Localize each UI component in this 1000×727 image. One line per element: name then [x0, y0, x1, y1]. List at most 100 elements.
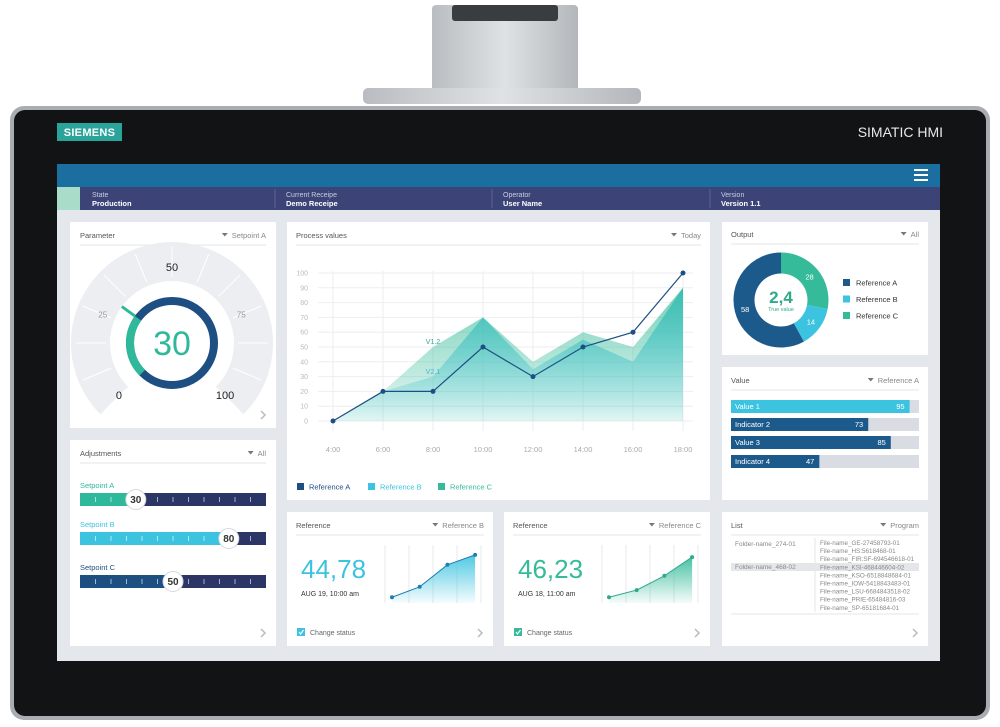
- y-tick-label: 90: [300, 285, 308, 292]
- donut-slice: [733, 252, 804, 348]
- gauge-tick: [83, 367, 112, 381]
- file-item: File-name_IOW-5418843483-01: [820, 581, 911, 588]
- point: [580, 344, 586, 350]
- top-bar: [57, 164, 940, 187]
- gauge-tick: [103, 274, 126, 297]
- bar-label: Indicator 4: [735, 457, 770, 466]
- slider-label: Setpoint C: [80, 563, 116, 572]
- gauge-tick: [232, 367, 261, 381]
- bar-value: 85: [877, 438, 885, 447]
- file-item: File-name_FIR:SF-694546618-01: [820, 556, 915, 563]
- panel-filter: Program: [890, 521, 919, 530]
- y-tick-label: 50: [300, 345, 308, 352]
- filter-dropdown[interactable]: [867, 378, 874, 382]
- bar: [731, 455, 820, 468]
- brand: SIEMENS: [64, 127, 116, 139]
- file-item: File-name_GE-27458793-01: [820, 540, 900, 547]
- point: [530, 374, 536, 380]
- panel-filter: Reference C: [659, 521, 702, 530]
- x-tick-label: 10:00: [474, 445, 493, 454]
- gauge-value-arc: [126, 315, 146, 376]
- gauge-tick-label: 50: [166, 262, 178, 274]
- panel-title: Reference: [513, 521, 548, 530]
- file-item: File-name_SP-65181684-01: [820, 605, 900, 612]
- header-value: Demo Receipe: [286, 199, 338, 208]
- file-item: File-name_KSO-6518848684-01: [820, 572, 912, 579]
- value-panel: [722, 367, 928, 500]
- status-label: Change status: [310, 630, 356, 637]
- status-label: Change status: [527, 630, 573, 637]
- filter-dropdown[interactable]: [648, 523, 655, 527]
- slider-knob[interactable]: [125, 489, 147, 510]
- bracket-plate: [363, 88, 641, 104]
- x-tick-label: 18:00: [674, 445, 693, 454]
- reference-date: AUG 19, 10:00 am: [301, 591, 359, 598]
- legend-swatch: [368, 483, 375, 490]
- gauge-tick: [83, 305, 112, 319]
- point: [330, 418, 336, 424]
- checkbox-tick: [298, 629, 304, 635]
- trend-line: [608, 556, 693, 598]
- header-accent: [57, 187, 80, 210]
- filter-dropdown[interactable]: [221, 233, 228, 237]
- slider-knob[interactable]: [218, 528, 240, 549]
- menu-button[interactable]: [914, 169, 928, 181]
- checkbox[interactable]: [514, 628, 522, 636]
- x-tick-label: 8:00: [426, 445, 441, 454]
- slider-label: Setpoint B: [80, 520, 115, 529]
- trend-point: [634, 588, 639, 593]
- checkbox[interactable]: [297, 628, 305, 636]
- filter-dropdown[interactable]: [247, 451, 254, 455]
- donut-center: [756, 275, 806, 325]
- gauge-tick: [103, 389, 126, 412]
- legend-swatch: [297, 483, 304, 490]
- point: [480, 344, 486, 350]
- legend-label: Reference C: [450, 483, 493, 492]
- legend-swatch: [438, 483, 445, 490]
- x-tick-label: 6:00: [376, 445, 391, 454]
- panel-title: Parameter: [80, 231, 116, 240]
- y-tick-label: 20: [300, 389, 308, 396]
- bar-label: Indicator 2: [735, 420, 770, 429]
- legend-swatch: [843, 312, 850, 319]
- reference-date: AUG 18, 11:00 am: [518, 591, 576, 598]
- panel-title: Value: [731, 376, 750, 385]
- bar: [731, 418, 869, 431]
- filter-dropdown[interactable]: [432, 523, 439, 527]
- header-label: Version: [721, 192, 744, 199]
- panel-filter: Setpoint A: [232, 231, 266, 240]
- list-highlight: [731, 563, 919, 571]
- trend-point: [473, 552, 478, 557]
- chevrons[interactable]: [260, 410, 919, 638]
- slider-knob[interactable]: [162, 571, 184, 592]
- filter-dropdown[interactable]: [900, 232, 907, 236]
- bar: [731, 400, 910, 413]
- legend-label: Reference A: [309, 483, 350, 492]
- donut-value-label: 14: [807, 318, 815, 327]
- panel-title: Process values: [296, 231, 347, 240]
- bar-value: 95: [896, 402, 904, 411]
- trend-point: [445, 562, 450, 567]
- annotation: V1.2: [426, 339, 441, 346]
- slider-value: 80: [223, 534, 235, 545]
- trend-area: [609, 557, 693, 603]
- panel-title: Reference: [296, 521, 331, 530]
- filter-dropdown[interactable]: [880, 523, 887, 527]
- annotation: V2.1: [426, 369, 441, 376]
- file-item: File-name_KSI-468446604-02: [820, 564, 905, 571]
- donut-slice: [780, 252, 829, 309]
- gauge-value: 30: [153, 325, 191, 363]
- product-name: SIMATIC HMI: [858, 124, 943, 140]
- gauge-tick: [196, 254, 210, 283]
- filter-dropdown[interactable]: [670, 233, 677, 237]
- gauge-tick: [218, 389, 241, 412]
- donut-center-value: 2,4: [769, 288, 793, 307]
- bracket-top: [452, 5, 558, 21]
- gauge-tick: [218, 274, 241, 297]
- reference-value: 46,23: [518, 554, 583, 584]
- slider-label: Setpoint A: [80, 481, 114, 490]
- file-item: File-name_LSU-6684843518-02: [820, 589, 910, 596]
- trend-point: [390, 595, 394, 600]
- brand-logo: [57, 123, 122, 141]
